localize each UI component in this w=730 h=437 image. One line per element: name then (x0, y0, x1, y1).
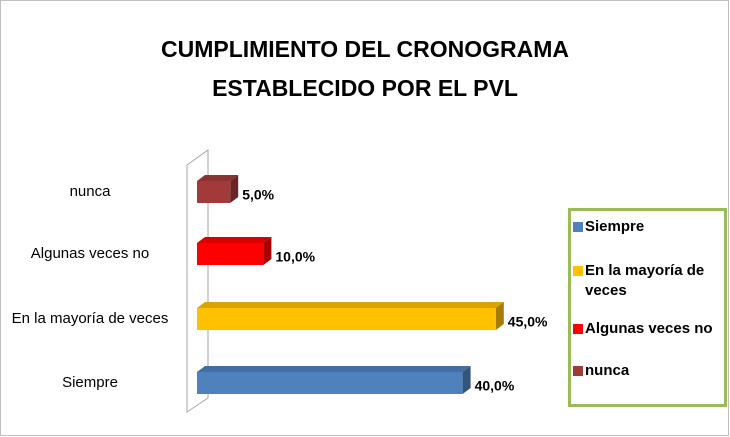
legend: Siempre En la mayoría de veces Algunas vec… (568, 208, 727, 407)
legend-label: nunca (585, 362, 630, 379)
bar (197, 175, 239, 203)
legend-entry: En la mayoría de veces (573, 261, 720, 301)
bar-front (197, 181, 231, 203)
bar-side (230, 175, 239, 203)
legend-swatch (573, 222, 583, 232)
data-label: 10,0% (275, 249, 315, 265)
bar-top (197, 175, 239, 181)
bar (197, 237, 272, 265)
legend-entry: Siempre (573, 217, 720, 237)
plot-wall (186, 149, 209, 413)
y-tick-label: Siempre (62, 374, 118, 391)
bar-top (197, 302, 504, 308)
y-tick-label: En la mayoría de veces (11, 310, 169, 327)
bar (197, 302, 504, 330)
legend-entry: Algunas veces no (573, 319, 720, 339)
legend-swatch (573, 324, 583, 334)
y-tick-label: Algunas veces no (30, 245, 150, 262)
y-tick-label: nunca (69, 183, 111, 200)
legend-swatch (573, 266, 583, 276)
data-label: 5,0% (242, 187, 274, 203)
data-label: 45,0% (508, 314, 548, 330)
bar-top (197, 366, 471, 372)
legend-swatch (573, 366, 583, 376)
bar-top (197, 237, 272, 243)
bar (197, 366, 471, 394)
bar-front (197, 308, 496, 330)
bar-side (495, 302, 504, 330)
chart-title: CUMPLIMIENTO DEL CRONOGRAMA ESTABLECIDO … (160, 36, 570, 101)
legend-entry: nunca (573, 361, 720, 381)
bar-front (197, 243, 264, 265)
legend-label: En la mayoría de veces (585, 262, 705, 299)
data-label: 40,0% (475, 378, 515, 394)
legend-label: Algunas veces no (585, 320, 713, 337)
legend-label: Siempre (585, 218, 645, 235)
bar-front (197, 372, 463, 394)
bar-side (263, 237, 272, 265)
bar-side (462, 366, 471, 394)
